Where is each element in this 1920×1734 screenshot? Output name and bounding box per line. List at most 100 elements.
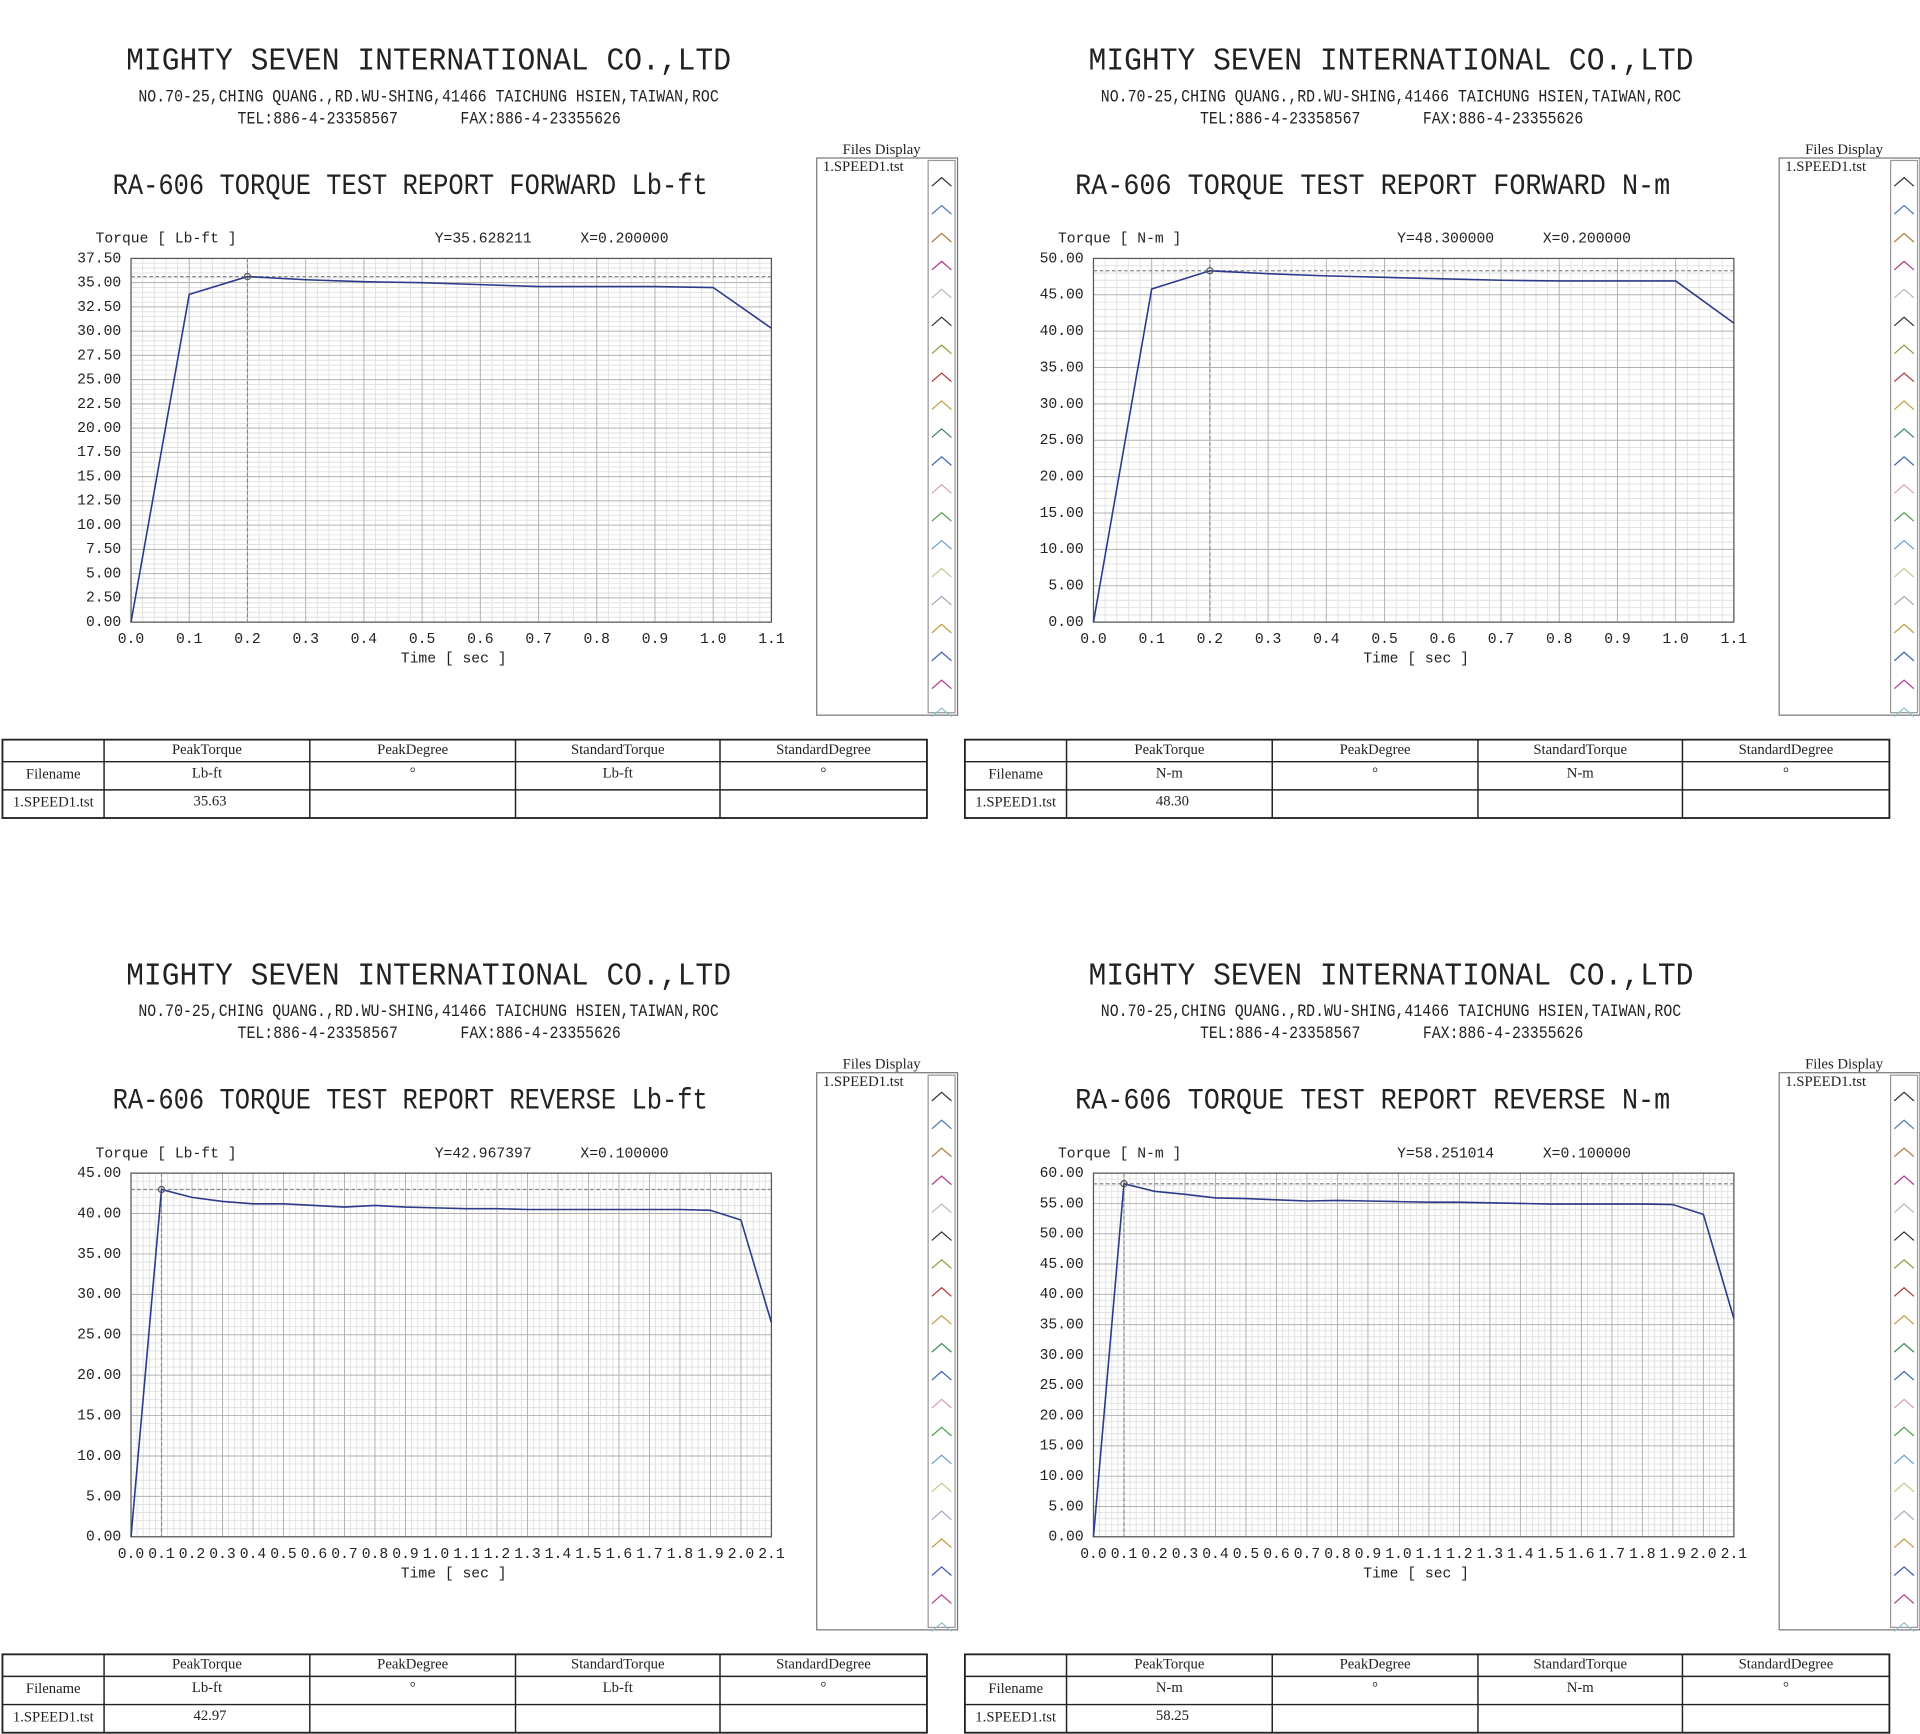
y-tick-label: 5.00 [86,1489,121,1505]
plot-area [131,258,772,623]
cursor-y-readout: Y=48.300000 [1397,232,1494,248]
x-tick-label: 1.2 [484,1547,510,1563]
x-tick-label: 1.9 [1660,1547,1686,1563]
file-icon [931,1091,952,1102]
y-tick-label: 30.00 [1040,397,1084,413]
x-tick-label: 0.3 [1172,1547,1198,1563]
y-tick-label: 40.00 [77,1206,121,1222]
file-icon [931,1231,952,1241]
x-tick-label: 2.0 [1690,1547,1716,1563]
file-icon [931,1314,952,1325]
x-tick-label: 0.9 [1604,632,1630,648]
x-tick-label: 0.8 [1546,632,1572,648]
table-column-header: PeakDegree [377,742,448,758]
file-icon [931,651,952,662]
y-tick-label: 20.00 [77,1368,121,1384]
y-tick-label: 45.00 [1040,288,1084,304]
x-tick-label: 1.3 [514,1547,540,1563]
table-column-header: PeakTorque [1134,742,1204,758]
x-tick-label: 1.0 [423,1547,449,1563]
file-icon [1893,1510,1915,1521]
x-tick-label: 2.1 [758,1547,785,1563]
file-icon [1893,651,1915,662]
table-unit: ° [821,1680,827,1696]
y-tick-label: 40.00 [1040,324,1084,340]
y-tick-label: 25.00 [77,1328,121,1344]
cursor-x-readout: X=0.200000 [580,232,668,248]
x-axis-label: Time [ sec ] [401,652,507,668]
table-column-header: StandardDegree [1739,742,1834,758]
file-icon [1893,316,1915,327]
file-icon [1893,1175,1915,1186]
table-unit: N-m [1156,765,1183,781]
cursor-x-readout: X=0.100000 [1543,1146,1631,1162]
files-display-entry: 1.SPEED1.tst [1785,159,1866,175]
file-icon [1893,511,1915,522]
cursor-marker [1206,267,1214,275]
cursor-y-readout: Y=35.628211 [435,232,532,248]
company-address: NO.70-25,CHING QUANG.,RD.WU-SHING,41466 … [138,88,718,107]
cursor-marker [243,272,252,281]
report-panel: MIGHTY SEVEN INTERNATIONAL CO.,LTD NO.70-… [963,958,1920,1734]
company-tel: TEL:886-4-23358567 [238,110,398,129]
x-tick-label: 0.0 [118,1547,144,1563]
file-icon [1893,679,1915,690]
x-tick-label: 1.6 [1568,1547,1594,1563]
y-tick-label: 35.00 [77,1247,121,1263]
files-display-title: Files Display [843,1057,922,1073]
table-row-header: Filename [988,1681,1043,1697]
x-tick-label: 0.7 [1488,632,1514,648]
y-tick-label: 7.50 [86,542,121,558]
y-tick-label: 20.00 [1040,470,1084,486]
y-tick-label: 30.00 [1040,1348,1084,1364]
x-axis-label: Time [ sec ] [1363,1566,1469,1582]
file-icon [931,1426,952,1437]
plot-border [1092,1172,1735,1538]
x-tick-label: 0.9 [642,632,668,648]
x-tick-label: 0.6 [1263,1547,1289,1563]
y-tick-label: 10.00 [1040,542,1084,558]
x-axis-label: Time [ sec ] [1363,652,1469,668]
x-tick-label: 0.8 [1324,1547,1350,1563]
company-tel: TEL:886-4-23358567 [1200,1025,1360,1044]
x-tick-label: 0.9 [392,1547,418,1563]
table-unit: N-m [1156,1680,1183,1696]
plot-border [130,1172,773,1538]
x-tick-label: 0.2 [1141,1547,1167,1563]
y-tick-label: 50.00 [1040,1227,1084,1243]
table-column-header: StandardDegree [1739,1657,1834,1673]
y-tick-label: 35.00 [77,276,121,292]
y-tick-label: 45.00 [1040,1257,1084,1273]
x-tick-label: 0.5 [270,1547,296,1563]
file-icon [1893,1286,1915,1297]
table-unit: Lb-ft [603,1680,633,1696]
table-row-header: Filename [26,767,81,783]
file-icon [1893,455,1915,466]
x-tick-label: 0.1 [148,1547,175,1563]
y-tick-label: 60.00 [1040,1166,1084,1182]
company-tel: TEL:886-4-23358567 [238,1025,398,1044]
file-icon [1893,1342,1915,1353]
x-tick-label: 1.1 [1721,632,1748,648]
file-icon [1893,1203,1915,1214]
file-icon [1893,1538,1915,1549]
cursor-marker [1120,1180,1128,1188]
file-icon [1893,260,1915,271]
y-tick-label: 10.00 [77,518,121,534]
files-display-title: Files Display [1805,1057,1884,1073]
y-tick-label: 0.00 [1048,1530,1083,1546]
file-icon [931,316,952,327]
file-icon [931,1119,952,1130]
file-icon [931,1370,952,1381]
file-icon [1893,707,1915,718]
x-tick-label: 0.4 [351,632,378,648]
table-column-header: PeakTorque [172,1657,242,1673]
report-title: RA-606 TORQUE TEST REPORT FORWARD N-m [1075,170,1670,203]
files-display-entry: 1.SPEED1.tst [1785,1074,1866,1090]
x-tick-label: 0.3 [209,1547,235,1563]
x-tick-label: 1.1 [453,1547,480,1563]
y-tick-label: 32.50 [77,300,121,316]
file-icon [1893,595,1915,606]
table-unit: ° [1372,1680,1378,1696]
